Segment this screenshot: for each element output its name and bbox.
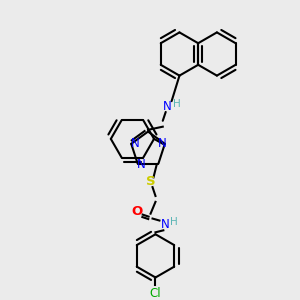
Text: N: N (161, 218, 170, 231)
Text: O: O (131, 205, 142, 218)
Text: N: N (158, 137, 166, 150)
Text: N: N (137, 158, 146, 171)
Text: H: H (172, 99, 180, 109)
Text: N: N (163, 100, 172, 112)
Text: Cl: Cl (150, 287, 161, 300)
Text: S: S (146, 175, 155, 188)
Text: H: H (170, 218, 178, 227)
Text: N: N (131, 137, 140, 150)
